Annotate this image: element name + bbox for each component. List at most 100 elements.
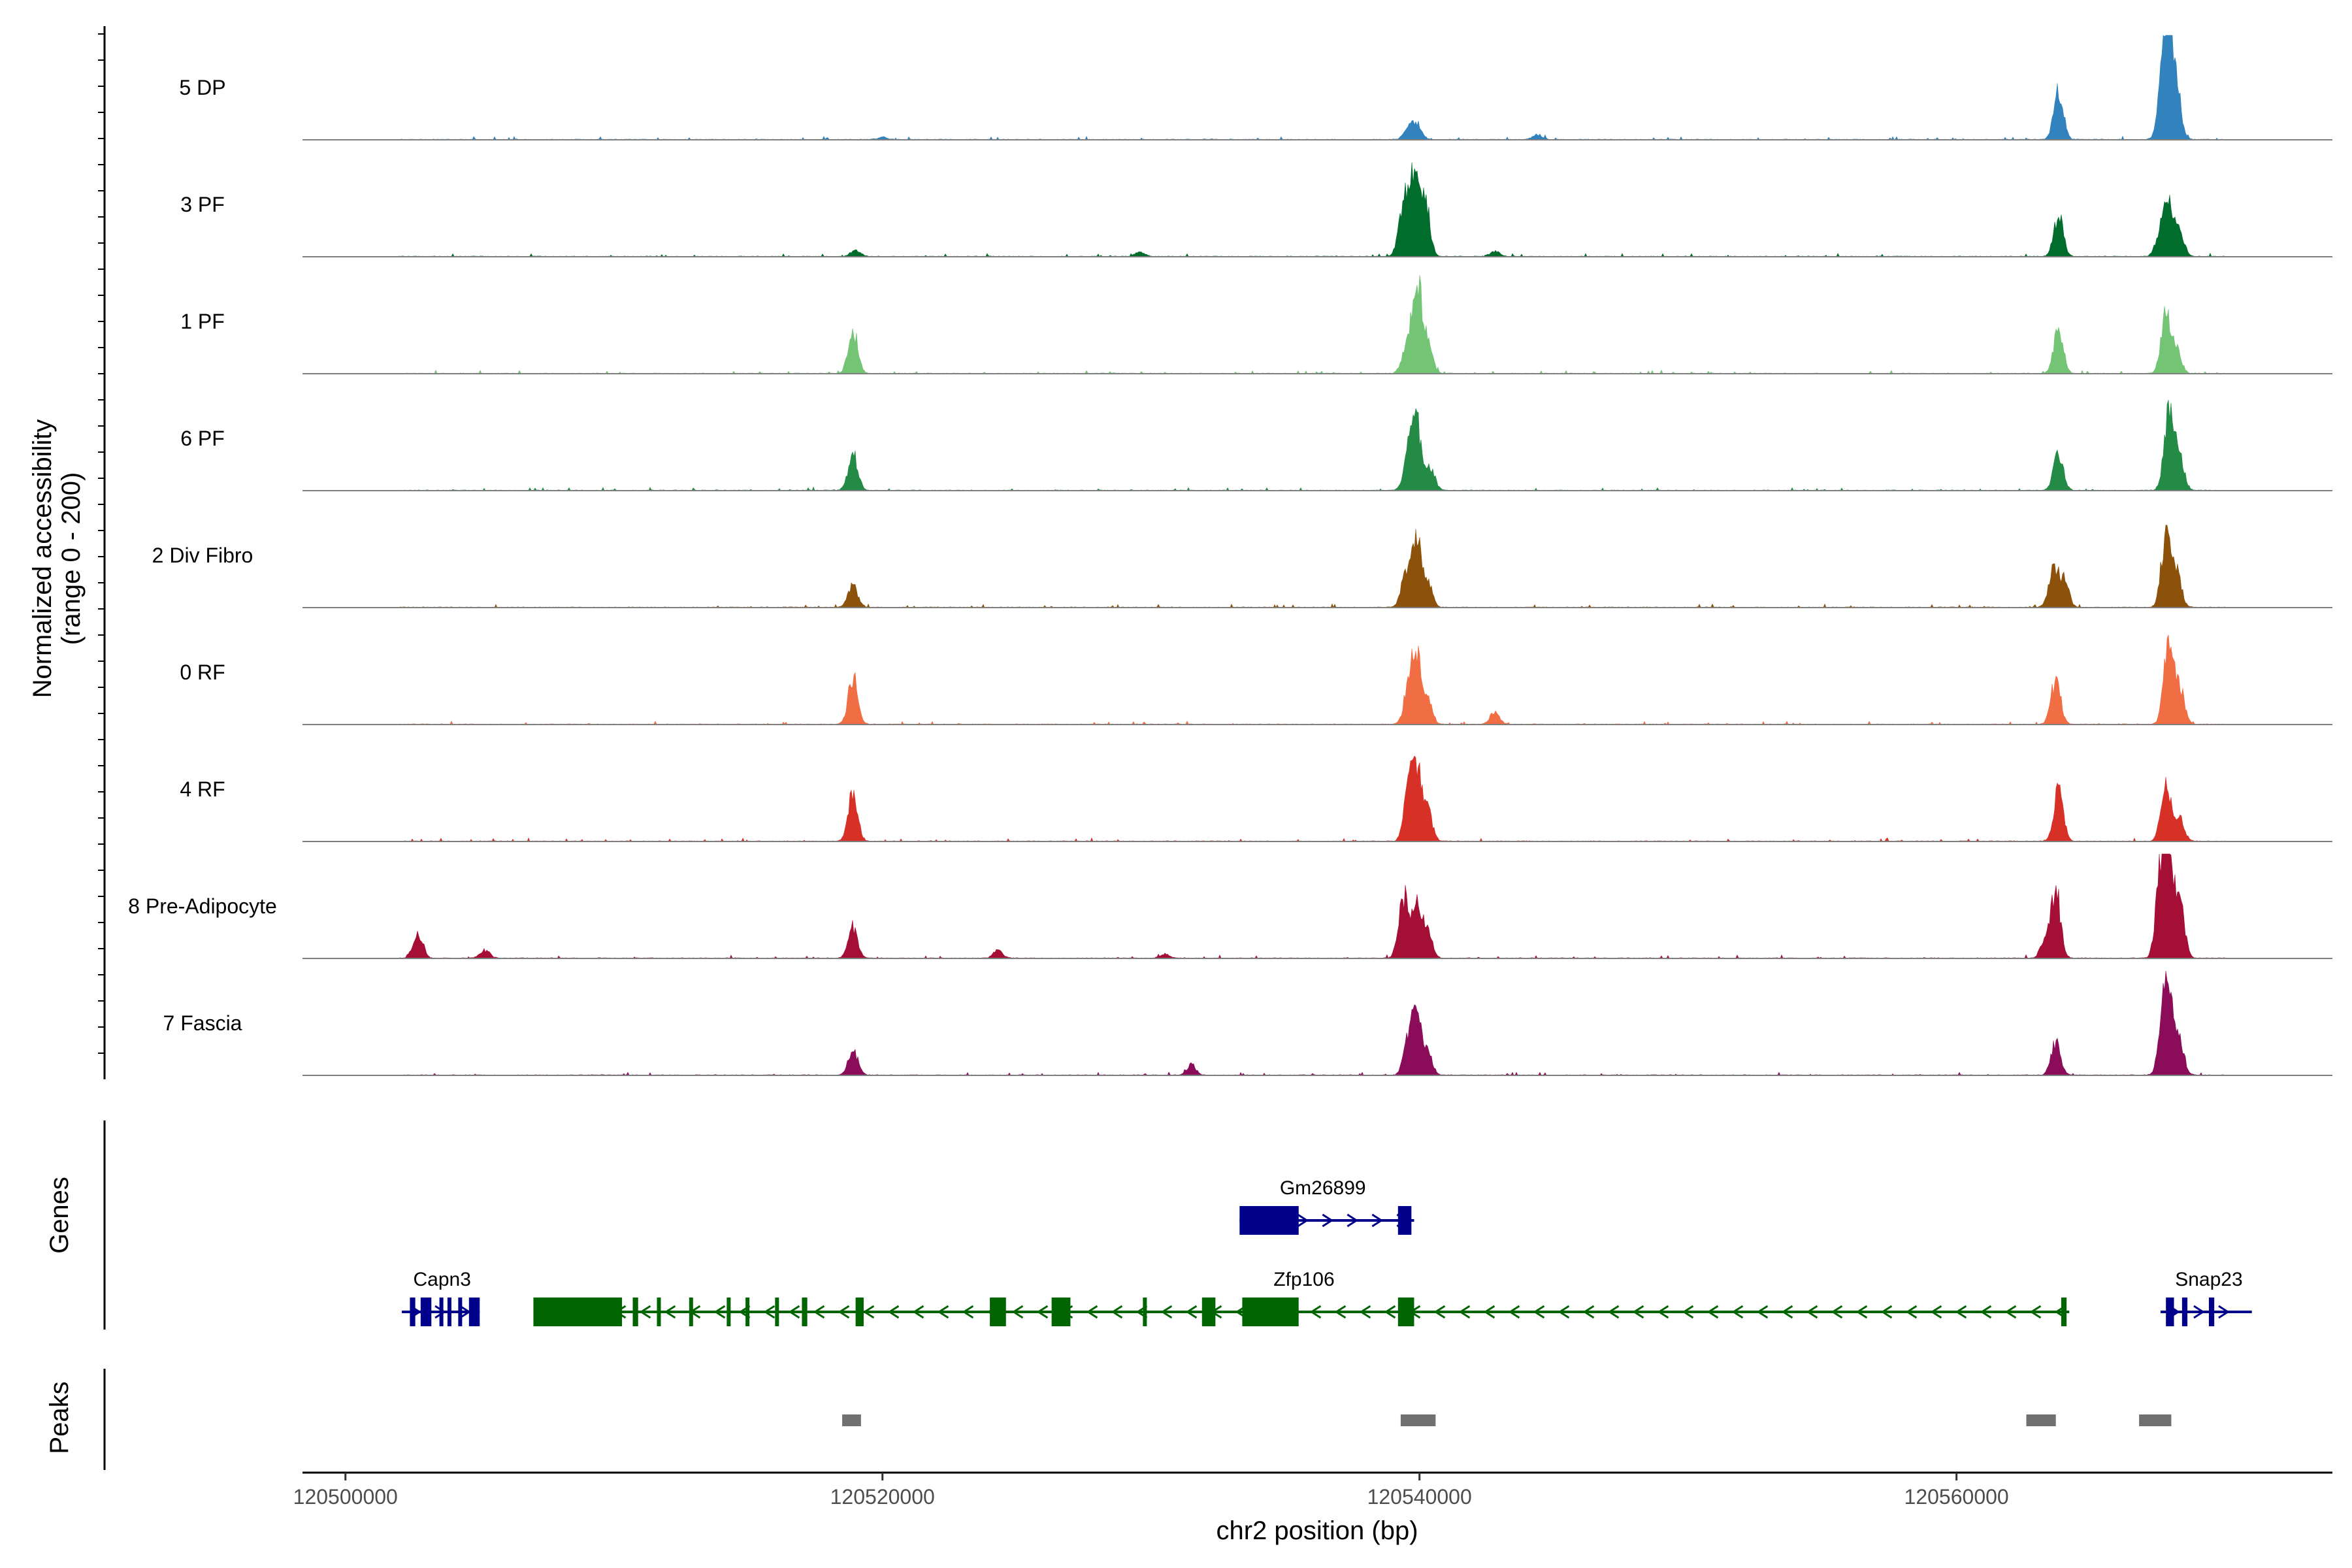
track-label: 7 Fascia <box>163 1011 242 1035</box>
exon <box>657 1298 661 1326</box>
x-axis-title: chr2 position (bp) <box>1216 1516 1418 1545</box>
exon <box>802 1298 808 1326</box>
strand-arrow <box>862 1305 875 1319</box>
strand-arrow <box>1371 1213 1384 1228</box>
strand-arrow <box>2029 1305 2042 1319</box>
track-4-rf: 4 RF <box>180 755 2332 842</box>
exon <box>1051 1298 1071 1326</box>
strand-arrow <box>1855 1305 1868 1319</box>
track-2-div-fibro: 2 Div Fibro <box>152 525 2332 608</box>
strand-arrow <box>1384 1305 1396 1319</box>
strand-arrow <box>1880 1305 1893 1319</box>
coverage-area <box>399 970 2226 1076</box>
peak-region <box>842 1414 861 1426</box>
gene-label: Capn3 <box>414 1269 471 1290</box>
exon <box>2181 1298 2188 1326</box>
track-label: 8 Pre-Adipocyte <box>128 894 277 918</box>
strand-arrow <box>1036 1305 1049 1319</box>
x-tick-label: 120560000 <box>1904 1485 2009 1509</box>
track-label: 0 RF <box>180 661 225 684</box>
x-tick-label: 120500000 <box>293 1485 398 1509</box>
exon <box>1397 1206 1412 1235</box>
strand-arrow <box>434 1305 446 1319</box>
x-tick-label: 120540000 <box>1367 1485 1472 1509</box>
track-label: 6 PF <box>180 427 225 450</box>
strand-arrow <box>1582 1305 1595 1319</box>
strand-arrow <box>838 1305 850 1319</box>
strand-arrow <box>962 1305 974 1319</box>
strand-arrow <box>813 1305 825 1319</box>
strand-arrow <box>713 1305 726 1319</box>
coverage-area <box>399 162 2226 257</box>
genes-panel-title: Genes <box>45 1177 74 1254</box>
strand-arrow <box>1607 1305 1620 1319</box>
exon <box>689 1298 693 1326</box>
gene-capn3: Capn3 <box>402 1269 480 1326</box>
exon <box>458 1298 463 1326</box>
track-label: 2 Div Fibro <box>152 544 253 567</box>
strand-arrow <box>763 1305 776 1319</box>
exon <box>745 1298 750 1326</box>
coverage-area <box>399 853 2226 959</box>
coverage-panel: 5 DP 3 PF 1 PF 6 PF 2 Div Fibro 0 RF 4 RF 8 Pre… <box>98 26 2332 1079</box>
gene-snap23: Snap23 <box>2160 1269 2252 1326</box>
exon <box>990 1298 1006 1326</box>
y-axis-title: Normalized accessibility <box>28 419 57 698</box>
strand-arrow <box>1806 1305 1818 1319</box>
strand-arrow <box>1558 1305 1570 1319</box>
exon <box>855 1298 864 1326</box>
strand-arrow <box>2218 1305 2230 1319</box>
strand-arrow <box>1657 1305 1669 1319</box>
track-0-rf: 0 RF <box>180 634 2332 725</box>
strand-arrow <box>788 1305 800 1319</box>
strand-arrow <box>1707 1305 1719 1319</box>
exon <box>533 1298 623 1326</box>
exon <box>1143 1298 1147 1326</box>
exon <box>439 1298 444 1326</box>
exon <box>468 1298 480 1326</box>
coverage-area <box>399 634 2226 725</box>
track-label: 5 DP <box>179 76 225 99</box>
gene-label: Snap23 <box>2175 1269 2242 1290</box>
track-3-pf: 3 PF <box>180 162 2332 257</box>
track-label: 4 RF <box>180 777 225 801</box>
exon <box>447 1298 451 1326</box>
strand-arrow <box>1731 1305 1744 1319</box>
strand-arrow <box>1011 1305 1024 1319</box>
peaks-panel-title: Peaks <box>45 1381 74 1454</box>
peak-region <box>1400 1414 1436 1426</box>
strand-arrow <box>1955 1305 1967 1319</box>
exon <box>420 1298 432 1326</box>
strand-arrow <box>639 1305 651 1319</box>
peaks-panel <box>103 1369 2172 1470</box>
peak-region <box>2026 1414 2056 1426</box>
track-5-dp: 5 DP <box>179 35 2332 140</box>
strand-arrow <box>1682 1305 1694 1319</box>
track-7-fascia: 7 Fascia <box>163 970 2332 1076</box>
strand-arrow <box>937 1305 949 1319</box>
exon <box>775 1298 779 1326</box>
coverage-area <box>399 35 2226 140</box>
track-6-pf: 6 PF <box>180 400 2332 491</box>
strand-arrow <box>1185 1305 1198 1319</box>
gene-label: Zfp106 <box>1273 1269 1334 1290</box>
strand-arrow <box>887 1305 900 1319</box>
strand-arrow <box>1508 1305 1520 1319</box>
track-label: 3 PF <box>180 193 225 216</box>
strand-arrow <box>1433 1305 1446 1319</box>
exon <box>2208 1298 2215 1326</box>
gene-label: Gm26899 <box>1280 1177 1366 1199</box>
coverage-area <box>399 275 2226 374</box>
coverage-area <box>399 400 2225 491</box>
strand-arrow <box>1483 1305 1495 1319</box>
exon <box>1239 1206 1299 1235</box>
x-axis: 120500000 120520000 120540000 120560000 <box>293 1471 2332 1509</box>
strand-arrow <box>1533 1305 1545 1319</box>
strand-arrow <box>912 1305 924 1319</box>
y-axis-range: (range 0 - 200) <box>57 472 86 645</box>
exon <box>1201 1298 1216 1326</box>
gene-gm26899: Gm26899 <box>1239 1177 1414 1235</box>
strand-arrow <box>2004 1305 2017 1319</box>
exon <box>410 1298 416 1326</box>
